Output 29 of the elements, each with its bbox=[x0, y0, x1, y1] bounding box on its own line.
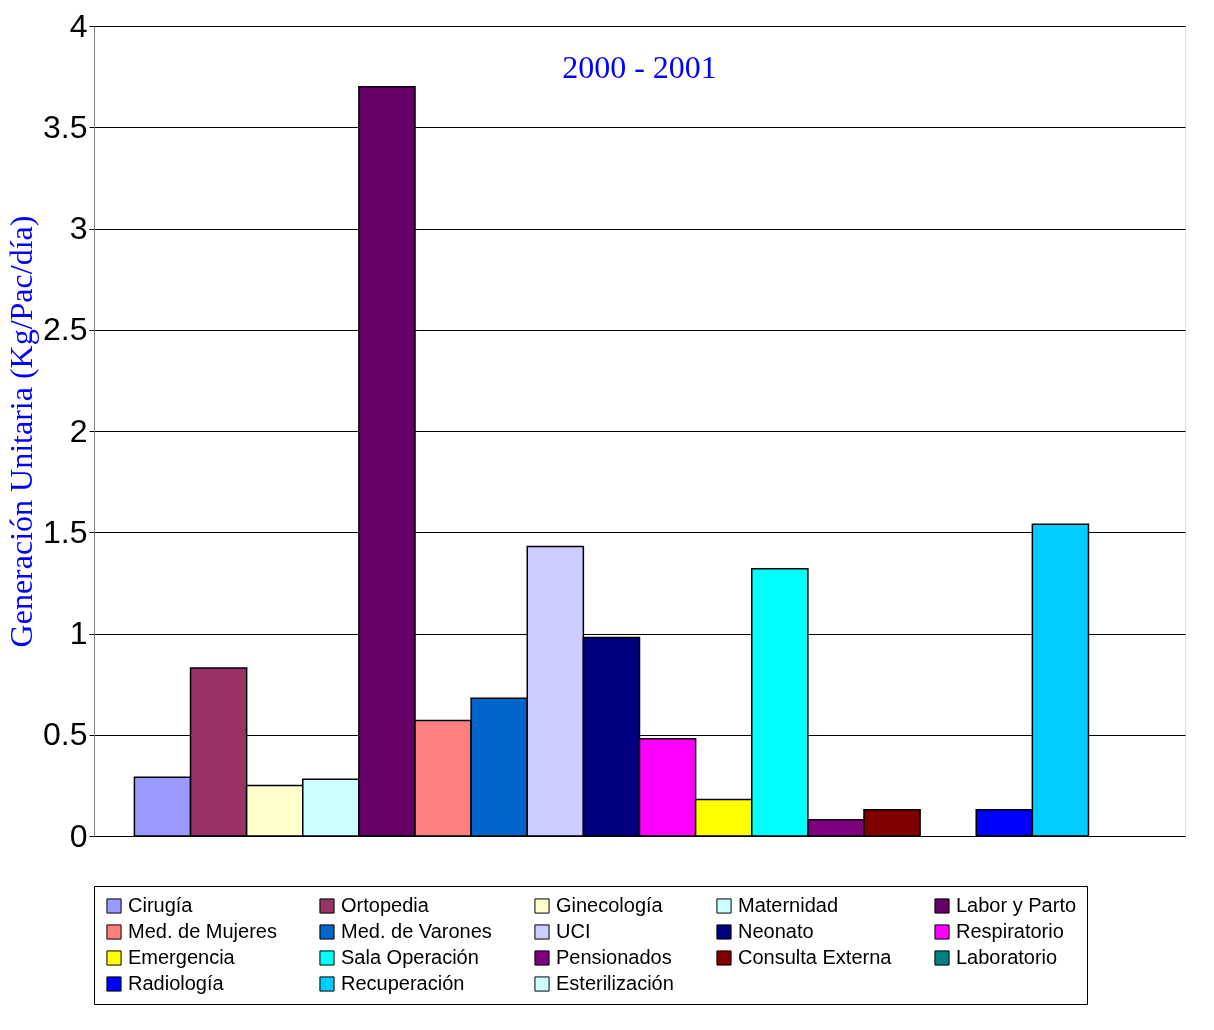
legend-label: Maternidad bbox=[738, 894, 839, 916]
y-axis-title: Generación Unitaria (Kg/Pac/día) bbox=[3, 215, 40, 648]
y-tick-label: 3.5 bbox=[43, 108, 88, 145]
legend-label: Ortopedia bbox=[341, 894, 430, 916]
legend-label: Recuperación bbox=[341, 972, 465, 994]
legend-label: Laboratorio bbox=[956, 946, 1058, 968]
legend-label: Consulta Externa bbox=[738, 946, 893, 968]
y-tick-label: 2.5 bbox=[43, 311, 88, 348]
y-tick-label: 1.5 bbox=[43, 513, 88, 550]
legend-label: Med. de Mujeres bbox=[128, 920, 277, 942]
legend-label: Pensionados bbox=[556, 946, 672, 968]
y-tick-label: 4 bbox=[69, 7, 88, 44]
legend-label: Esterilización bbox=[556, 972, 674, 994]
legend-label: Sala Operación bbox=[341, 946, 479, 968]
y-tick-label: 0 bbox=[69, 817, 88, 854]
y-tick-label: 0.5 bbox=[43, 716, 88, 753]
legend-label: Med. de Varones bbox=[341, 920, 492, 942]
y-tick-label: 1 bbox=[69, 615, 88, 651]
legend-label: Neonato bbox=[738, 920, 814, 942]
text: 2000 - 2001 bbox=[562, 49, 717, 85]
legend-label: Radiología bbox=[128, 972, 225, 994]
y-tick-label: 2 bbox=[69, 412, 88, 449]
legend-label: Ginecología bbox=[556, 894, 664, 916]
legend-label: Emergencia bbox=[128, 946, 236, 968]
legend-label: Cirugía bbox=[128, 894, 194, 916]
legend-label: Respiratorio bbox=[956, 920, 1064, 942]
y-tick-label: 3 bbox=[69, 210, 88, 246]
legend-label: UCI bbox=[556, 920, 591, 942]
legend-label: Labor y Parto bbox=[956, 894, 1077, 916]
